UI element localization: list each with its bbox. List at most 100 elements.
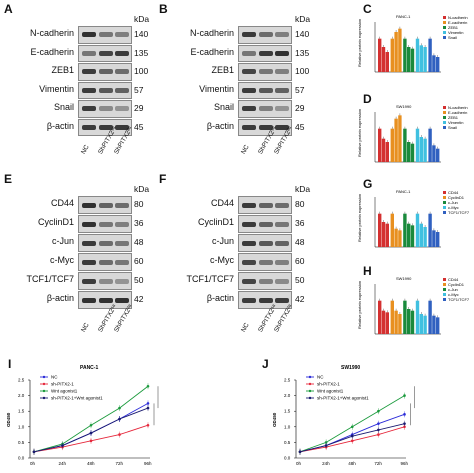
bar [428,38,432,72]
bar [432,230,436,247]
band [115,124,129,130]
band [242,87,256,93]
legend-label: CD44 [448,277,459,282]
data-point [403,425,406,429]
band [258,50,273,56]
bar [378,38,382,72]
band [242,202,256,208]
blot-strip [238,253,292,271]
legend-label: TCF1/TCF7 [448,210,470,215]
bar [385,223,389,247]
bar [407,142,411,162]
kda-value: 36 [295,218,305,228]
band [82,69,96,75]
protein-label: TCF1/TCF7 [186,274,234,284]
kda-value: 140 [134,29,149,39]
legend-marker [308,396,312,400]
bar [432,315,436,334]
bar [390,128,394,162]
band [98,87,113,93]
bar [385,142,389,162]
chart-title: SW1990 [396,276,412,281]
data-point [350,439,354,443]
legend-label: Snail [448,35,457,40]
bar-chart: PANC-1 Relative protein expression N-cadhe… [357,14,468,73]
band [115,240,129,246]
kda-value: 135 [134,47,149,58]
kda-value: 42 [295,294,305,304]
band [82,124,96,130]
x-tick-label: 48h [348,461,356,466]
y-axis-label: Relative protein expression [357,109,362,157]
legend-swatch [443,278,446,281]
band [82,297,96,303]
kda-value: 100 [134,66,149,76]
bar [381,310,386,334]
band [82,106,96,112]
band [82,202,96,208]
legend-label: c-Jun [448,200,458,205]
protein-label: CD44 [210,198,234,208]
band [258,202,273,208]
bar [394,310,398,334]
bar [436,317,440,334]
bar [381,47,386,72]
band [242,106,256,112]
bar [423,315,427,334]
panel-letter: J [262,357,269,371]
protein-label: ZEB1 [51,65,74,75]
blot-strip [78,272,132,290]
blot-strip [78,215,132,233]
bar [407,309,411,334]
band [242,69,256,75]
band [98,32,113,38]
kda-value: 135 [295,47,310,58]
band [98,50,113,56]
kda-header: kDa [134,14,150,24]
legend-label: c-Myc [448,205,459,210]
kda-value: 29 [134,103,144,113]
data-point [403,422,406,425]
legend-marker [308,382,312,386]
band [258,240,273,246]
bar [378,213,382,247]
band [115,50,129,56]
bar [398,314,402,334]
data-point [350,425,354,429]
bar [398,115,402,162]
data-point [146,423,150,427]
band [242,124,256,130]
bar [385,52,389,72]
lane-label: NC [240,143,251,156]
band [98,221,113,227]
protein-label: E-cadherin [30,46,74,57]
kda-value: 29 [295,103,305,113]
y-tick-label: 0.5 [284,440,291,445]
y-tick-label: 0.0 [284,456,291,461]
band [258,297,273,303]
band [98,124,113,130]
blot-strip [238,26,292,44]
y-tick-label: 1.0 [284,424,291,429]
legend-label: ZEB1 [448,115,459,120]
kda-header: kDa [295,184,311,194]
band [242,259,256,265]
band [275,87,289,93]
panel-letter: A [4,2,13,16]
band [82,32,96,38]
protein-label: c-Jun [51,236,74,246]
legend-marker [308,375,312,379]
kda-value: 60 [134,256,144,266]
kda-value: 45 [134,121,144,132]
legend-label: CD44 [448,190,459,195]
bar [381,222,386,247]
y-tick-label: 1.5 [18,409,25,414]
y-axis-label: Relative protein expression [357,19,362,67]
kda-value: 45 [295,121,305,132]
legend-swatch [443,126,446,129]
kda-value: 100 [295,66,310,76]
legend-label: NC [317,375,324,380]
protein-label: CD44 [50,198,74,208]
band [275,106,289,112]
bar [423,47,427,72]
